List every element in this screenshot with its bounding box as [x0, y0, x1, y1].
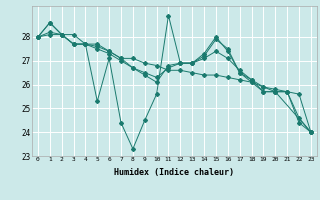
X-axis label: Humidex (Indice chaleur): Humidex (Indice chaleur) [115, 168, 234, 177]
